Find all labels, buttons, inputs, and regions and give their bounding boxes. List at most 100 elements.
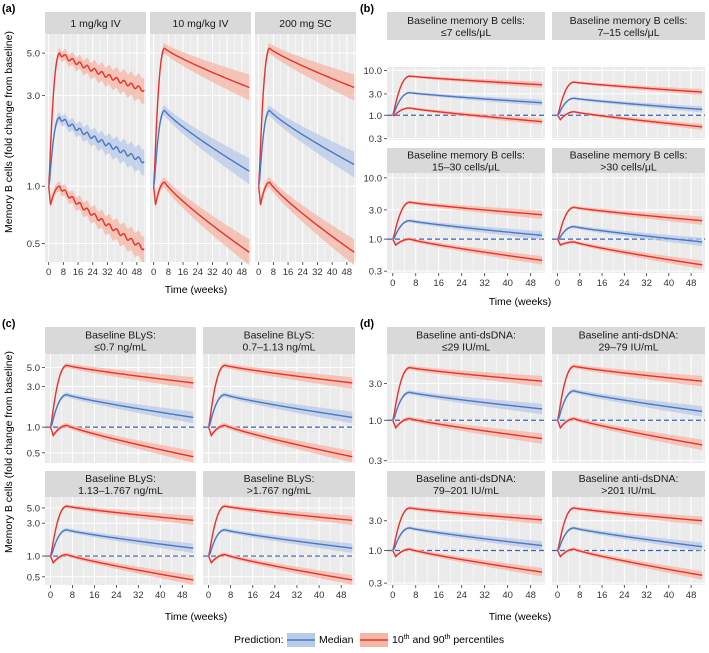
- p10-series-band: [50, 423, 194, 463]
- p10-series-line: [152, 181, 250, 253]
- p10-series-line: [392, 417, 543, 440]
- median-series-line: [556, 390, 703, 421]
- facet: 10 mg/kg IV0 8 16 24 32 40 48: [150, 12, 251, 278]
- p90-series-band: [153, 43, 250, 191]
- p10-series-band: [557, 547, 703, 580]
- p90-series-line: [207, 364, 353, 428]
- facet: Baseline memory B cells:15–30 cells/μL 0.…: [364, 148, 545, 289]
- y-tick-label: 1.0: [27, 552, 40, 563]
- x-tick-label: 24: [619, 278, 630, 289]
- facet-title: Baseline anti-dsDNA:: [416, 473, 516, 485]
- x-tick-label: 0: [555, 278, 560, 289]
- median-series-band: [208, 392, 353, 429]
- x-tick-label: 32: [479, 590, 490, 601]
- x-tick-label: 48: [686, 278, 697, 289]
- p90-series-line: [49, 364, 194, 428]
- p90-series-line: [556, 206, 703, 240]
- y-tick-label: 3.0: [27, 519, 40, 530]
- facet-strip: [203, 471, 355, 497]
- facet-title: 29–79 IU/mL: [598, 342, 658, 354]
- p10-series-band: [392, 547, 543, 577]
- p90-series-band: [392, 200, 543, 241]
- p10-series-line: [207, 424, 353, 458]
- facet-title: Baseline memory B cells:: [570, 150, 688, 162]
- median-series-band: [392, 526, 543, 552]
- p10-series-line: [49, 553, 194, 581]
- x-tick-label: 8: [413, 590, 418, 601]
- p10-series-line: [49, 424, 194, 458]
- x-tick-label: 8: [413, 278, 418, 289]
- x-tick-label: 0: [390, 278, 395, 289]
- x-tick-label: 0: [206, 590, 211, 601]
- p10-series-band: [153, 177, 250, 266]
- p90-series-line: [49, 505, 194, 557]
- y-tick-label: 3.0: [369, 379, 382, 390]
- x-tick-label: 40: [222, 267, 233, 278]
- p10-series-line: [392, 107, 543, 123]
- p10-series-band: [208, 552, 353, 585]
- median-series-line: [557, 97, 703, 116]
- facet: Baseline memory B cells:7–15 cells/μL: [552, 12, 705, 140]
- x-tick-label: 8: [577, 590, 582, 601]
- p90-series-line: [392, 366, 543, 421]
- legend-label-median: Median: [319, 634, 354, 646]
- x-tick-label: 16: [433, 278, 444, 289]
- p90-series-line: [556, 81, 703, 116]
- facet-title: Baseline BLyS:: [85, 473, 156, 485]
- facet: 200 mg SC0 8 16 24 32 40 48: [255, 12, 356, 278]
- x-tick-label: 48: [525, 590, 536, 601]
- x-axis-title: Time (weeks): [489, 611, 552, 623]
- x-tick-label: 16: [597, 590, 608, 601]
- median-series-band: [392, 219, 543, 241]
- chart-panel-c: (c) Memory B cells (fold change from base…: [2, 318, 355, 623]
- facet-title: >201 IU/mL: [601, 485, 656, 497]
- facet-strip: [387, 12, 545, 40]
- x-tick-label: 0: [390, 590, 395, 601]
- y-tick-label: 0.3: [369, 134, 382, 145]
- panel-letter: (b): [360, 3, 374, 15]
- x-tick-label: 24: [297, 267, 308, 278]
- y-tick-label: 0.3: [369, 267, 382, 278]
- facet: Baseline anti-dsDNA:29–79 IU/mL: [552, 327, 705, 463]
- facet-title: 79–201 IU/mL: [433, 485, 499, 497]
- x-tick-label: 24: [456, 590, 467, 601]
- p90-series-line: [392, 75, 543, 116]
- facet-title: Baseline memory B cells:: [570, 15, 688, 27]
- facet: Baseline anti-dsDNA:79–201 IU/mL 0.3 1.0 3.…: [369, 471, 545, 601]
- median-series-band: [557, 97, 703, 117]
- y-axis-title: Memory B cells (fold change from baselin…: [3, 31, 15, 233]
- facet: Baseline BLyS:>1.767 ng/mL 0 8 16 24 32 40 48: [203, 471, 355, 601]
- facet-title: Baseline anti-dsDNA:: [579, 473, 679, 485]
- p10-series-line: [556, 548, 703, 577]
- x-tick-label: 24: [192, 267, 203, 278]
- x-tick-label: 0: [151, 267, 156, 278]
- facet-strip: [387, 148, 545, 173]
- p10-series-line: [47, 185, 145, 251]
- facet-title: Baseline memory B cells:: [407, 15, 525, 27]
- x-tick-label: 32: [312, 267, 323, 278]
- facet: Baseline anti-dsDNA:>201 IU/mL 0 8 16 24 32 40…: [552, 471, 705, 601]
- x-tick-label: 48: [525, 278, 536, 289]
- median-series-band: [208, 528, 353, 558]
- facet-strip: [552, 12, 705, 40]
- x-tick-label: 16: [283, 267, 294, 278]
- p90-series-band: [557, 205, 703, 241]
- facet-title: Baseline anti-dsDNA:: [416, 330, 516, 342]
- facet: Baseline BLyS:0.7–1.13 ng/mL: [203, 327, 355, 463]
- y-tick-label: 0.5: [27, 572, 40, 583]
- x-tick-label: 8: [271, 267, 276, 278]
- median-series-line: [257, 109, 355, 187]
- x-tick-label: 16: [73, 267, 84, 278]
- p90-series-line: [207, 505, 353, 557]
- median-series-line: [207, 529, 353, 557]
- y-tick-label: 1.0: [27, 182, 40, 193]
- p10-series-line: [556, 238, 703, 266]
- facet-strip: [552, 148, 705, 173]
- y-tick-label: 3.0: [369, 89, 382, 100]
- y-tick-label: 10.0: [364, 66, 383, 77]
- y-tick-label: 1.0: [369, 235, 382, 246]
- facet-strip: [387, 327, 545, 354]
- p90-series-band: [392, 365, 543, 422]
- facet: Baseline memory B cells:>30 cells/μL 0 8 16…: [552, 148, 705, 289]
- x-tick-label: 0: [256, 267, 261, 278]
